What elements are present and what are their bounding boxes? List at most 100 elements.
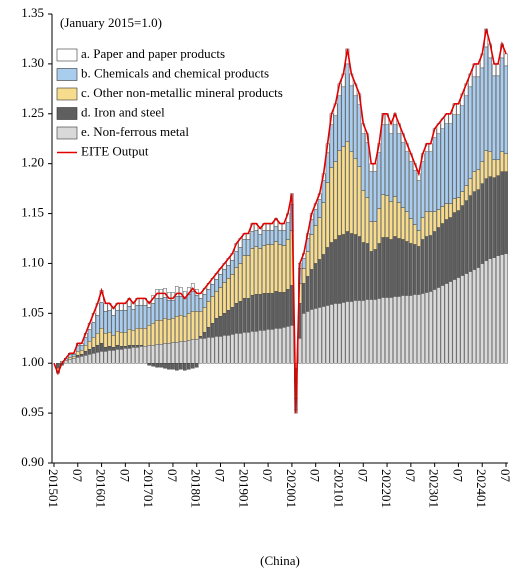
legend-swatch xyxy=(56,48,78,62)
bar-segment xyxy=(381,194,385,238)
bar-segment xyxy=(143,305,148,329)
bar-segment xyxy=(278,292,282,329)
bar-segment xyxy=(444,203,449,220)
bar-segment xyxy=(222,335,227,364)
x-tick-label: 07 xyxy=(403,469,418,483)
x-tick-label: 07 xyxy=(308,469,323,483)
bar-segment xyxy=(357,104,362,167)
bar-segment xyxy=(341,86,346,147)
bar-segment xyxy=(175,363,179,371)
bar-segment xyxy=(405,295,409,364)
bar-segment xyxy=(369,299,374,364)
bar-segment xyxy=(87,341,92,350)
bar-segment xyxy=(147,307,151,326)
bar-segment xyxy=(131,347,136,364)
bar-segment xyxy=(381,124,385,195)
bar-segment xyxy=(171,363,175,370)
bar-segment xyxy=(476,169,481,190)
bar-segment xyxy=(159,320,163,345)
bar-segment xyxy=(278,223,282,231)
y-tick-label: 1.05 xyxy=(21,304,44,319)
bar-segment xyxy=(91,322,96,338)
bar-segment xyxy=(456,114,461,198)
bar-segment xyxy=(341,146,346,235)
bar-segment xyxy=(234,333,239,364)
bar-segment xyxy=(163,318,167,344)
bar-segment xyxy=(472,76,477,172)
bar-segment xyxy=(179,315,183,342)
legend-label: e. Non-ferrous metal xyxy=(81,124,189,139)
bar-segment xyxy=(456,197,461,211)
bar-segment xyxy=(254,230,259,247)
bar-segment xyxy=(71,358,76,364)
bar-segment xyxy=(135,328,140,346)
bar-segment xyxy=(226,265,231,279)
bar-segment xyxy=(135,347,140,364)
bar-segment xyxy=(361,133,366,191)
x-tick-label: 202001 xyxy=(284,469,299,508)
bar-segment xyxy=(278,230,282,245)
bar-segment xyxy=(190,311,195,340)
bar-segment xyxy=(436,133,441,210)
bar-segment xyxy=(504,253,508,364)
bar-segment xyxy=(460,105,465,192)
bar-segment xyxy=(163,297,167,319)
line xyxy=(53,28,507,414)
bar-segment xyxy=(246,233,251,240)
bar-segment xyxy=(242,332,247,364)
x-tick-label: 07 xyxy=(117,469,132,483)
bar-segment xyxy=(321,254,326,307)
bar-segment xyxy=(313,225,318,264)
bar-segment xyxy=(484,260,489,364)
bar-segment xyxy=(416,246,421,295)
bar-segment xyxy=(246,332,251,364)
bar-segment xyxy=(111,315,116,336)
bar-segment xyxy=(500,254,504,364)
bar-segment xyxy=(159,344,163,364)
bar-segment xyxy=(456,103,461,115)
bar-segment xyxy=(452,114,457,199)
bar-segment xyxy=(365,197,370,244)
y-tick-label: 1.00 xyxy=(21,354,44,369)
bar-segment xyxy=(373,249,377,300)
bar-segment xyxy=(329,124,334,168)
bar-segment xyxy=(151,363,155,367)
bar-segment xyxy=(500,171,504,255)
bar-segment xyxy=(349,301,354,364)
bar-segment xyxy=(107,346,112,351)
bar-segment xyxy=(107,332,112,347)
bar-segment xyxy=(155,363,159,368)
bar-segment xyxy=(230,260,235,275)
bar-segment xyxy=(139,305,144,329)
bar-segment xyxy=(349,85,354,152)
bar-segment xyxy=(155,320,159,345)
bar-segment xyxy=(385,237,389,298)
bar-segment xyxy=(202,332,207,339)
bar-segment xyxy=(286,239,290,290)
bar-segment xyxy=(115,349,120,364)
bar-segment xyxy=(99,343,104,352)
bar-segment xyxy=(448,203,453,218)
bar-segment xyxy=(194,311,199,340)
legend-swatch xyxy=(56,107,78,120)
bar-segment xyxy=(210,323,215,338)
bar-segment xyxy=(230,274,235,308)
bar-segment xyxy=(143,346,148,364)
bar-segment xyxy=(345,301,350,364)
y-tick-label: 0.95 xyxy=(21,404,44,419)
bar-segment xyxy=(480,67,485,162)
bar-segment xyxy=(135,345,140,348)
bar-segment xyxy=(405,211,409,242)
bar-segment xyxy=(468,178,473,196)
bar-segment xyxy=(357,300,362,364)
bar-segment xyxy=(397,133,401,203)
bar-segment xyxy=(345,141,350,232)
bar-segment xyxy=(91,353,96,364)
bar-segment xyxy=(75,357,80,364)
legend-label: d. Iron and steel xyxy=(81,104,165,119)
bar-segment xyxy=(428,291,433,364)
bar-segment xyxy=(103,303,108,312)
bar-segment xyxy=(496,63,500,77)
bar-segment xyxy=(369,163,374,172)
bar-segment xyxy=(333,303,338,364)
